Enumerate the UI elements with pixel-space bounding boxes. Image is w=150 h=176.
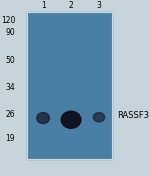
Ellipse shape: [61, 111, 81, 128]
Text: 120: 120: [1, 16, 15, 26]
Ellipse shape: [93, 112, 105, 122]
Text: 34: 34: [5, 83, 15, 92]
Text: 1: 1: [41, 1, 45, 10]
Text: 90: 90: [5, 28, 15, 37]
Text: RASSF3: RASSF3: [117, 111, 149, 120]
Text: 26: 26: [6, 110, 15, 119]
Text: 2: 2: [69, 1, 74, 10]
Text: 50: 50: [5, 56, 15, 65]
Bar: [27, 12, 112, 159]
Text: 19: 19: [6, 134, 15, 143]
Ellipse shape: [37, 112, 50, 124]
Text: 3: 3: [97, 1, 101, 10]
Bar: [27, 12, 112, 159]
